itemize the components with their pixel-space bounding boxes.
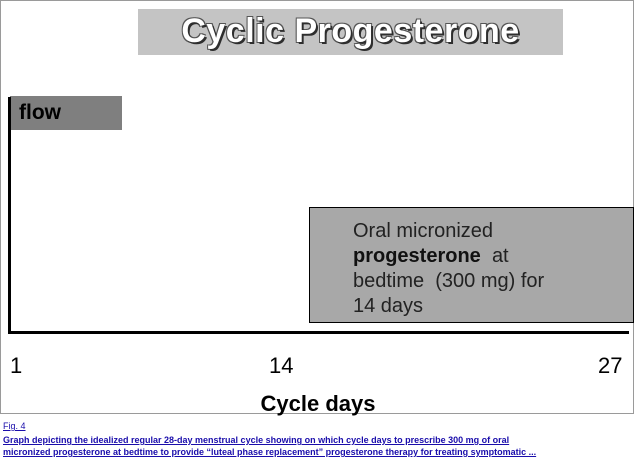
progesterone-text: Oral micronized progesterone at bedtime … [353,219,623,319]
progesterone-bold-word: progesterone [353,245,481,267]
y-axis-line [8,97,11,334]
progesterone-period-box: Oral micronized progesterone at bedtime … [309,207,634,323]
figure-title: Cyclic Progesterone [181,12,520,50]
x-axis-label: Cycle days [260,391,376,416]
caption-line-2[interactable]: micronized progesterone at bedtime to pr… [3,447,537,457]
progesterone-line-1: Oral micronized [353,220,494,242]
figure-caption-link[interactable]: Graph depicting the idealized regular 28… [3,434,623,458]
progesterone-line-4: 14 days [353,295,424,317]
x-tick-label: 27 [598,353,623,378]
flow-bar: flow [10,96,122,130]
caption-line-1[interactable]: Graph depicting the idealized regular 28… [3,435,510,445]
figure-number-link[interactable]: Fig. 4 [3,421,26,431]
progesterone-line-2: progesterone at [353,244,623,269]
flow-label: flow [19,101,61,124]
progesterone-line-2-rest: at [491,245,509,267]
figure-frame: Cyclic Progesterone flow Oral micronized… [0,0,634,416]
x-tick-label: 1 [10,353,23,378]
x-axis-line [8,331,629,334]
progesterone-line-3: bedtime (300 mg) for [353,270,545,292]
x-tick-label: 14 [269,353,294,378]
title-banner: Cyclic Progesterone [138,9,563,55]
